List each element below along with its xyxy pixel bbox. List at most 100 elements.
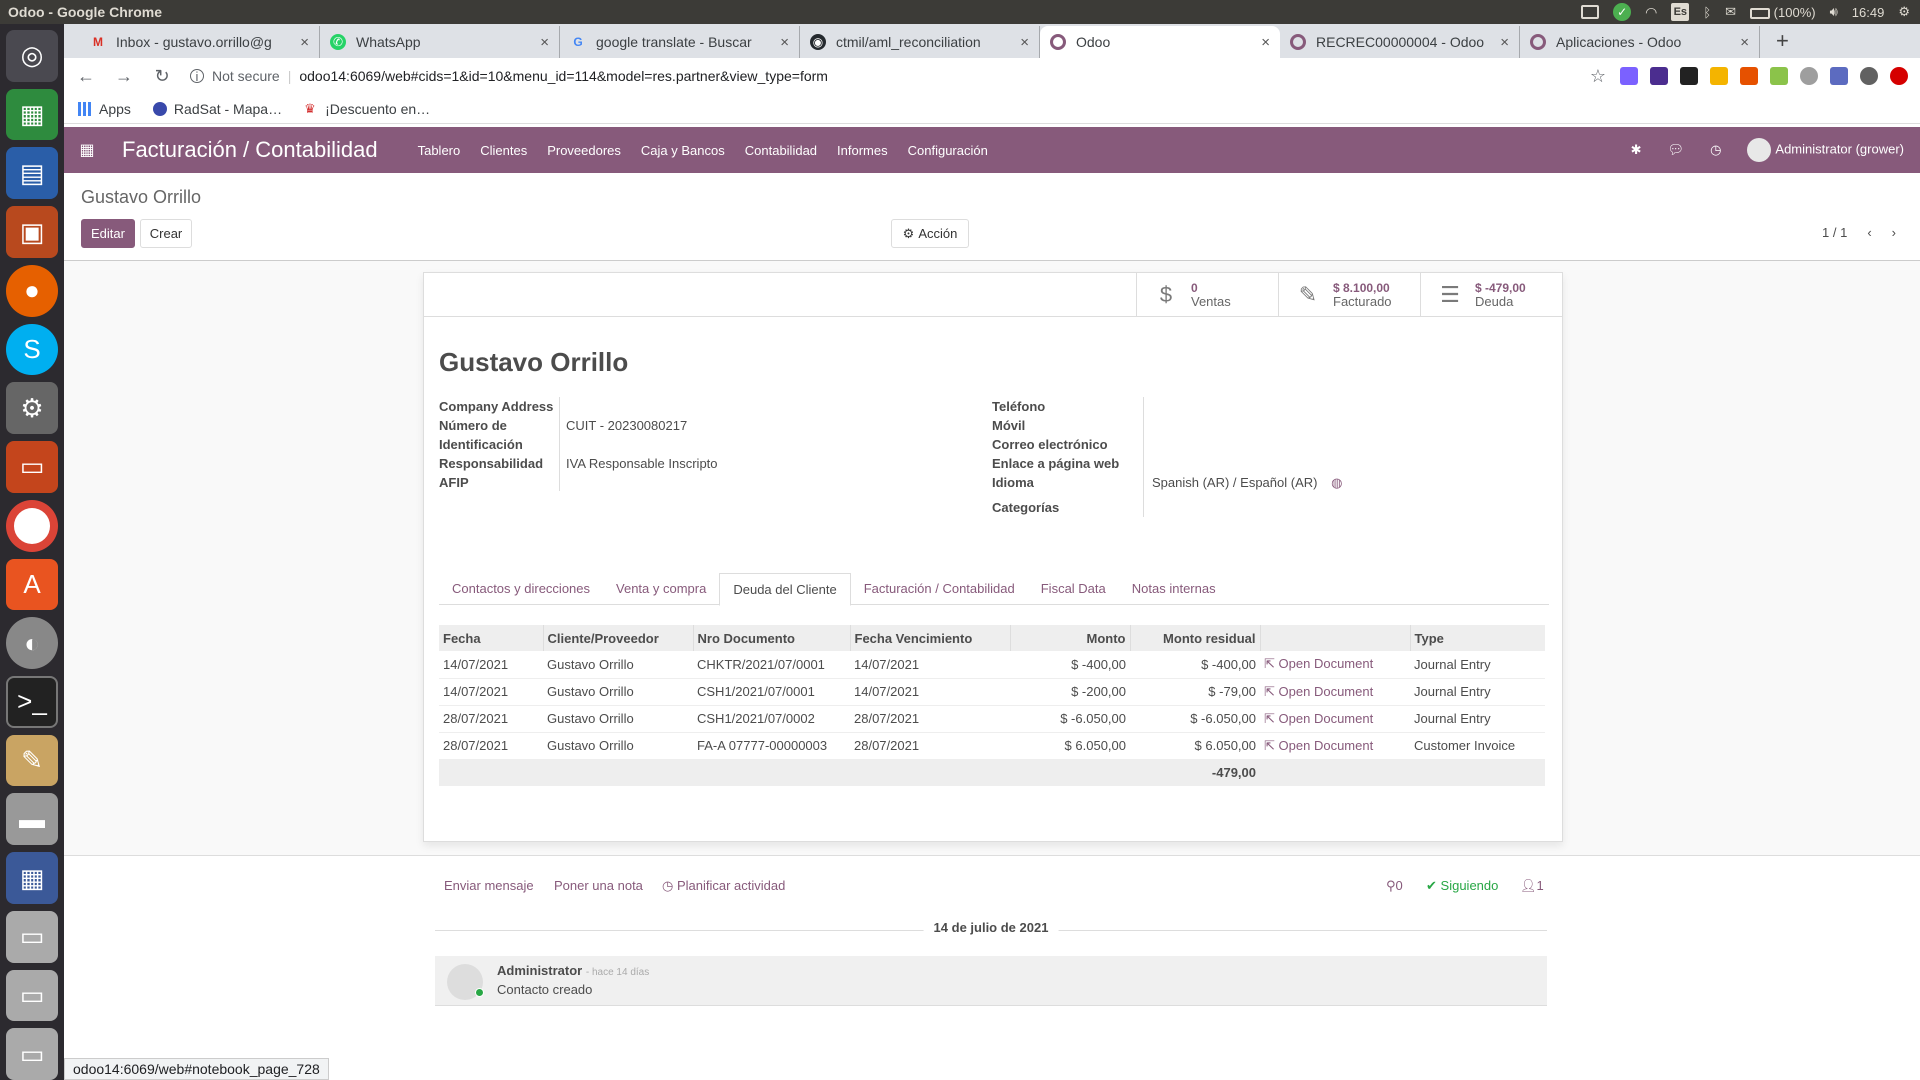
chevron-left-icon[interactable]: ‹ [1867, 225, 1872, 240]
extension-icon-4[interactable] [1710, 67, 1728, 85]
action-button[interactable]: ⚙ Acción [891, 219, 969, 248]
close-icon[interactable]: × [540, 33, 549, 51]
menu-contabilidad[interactable]: Contabilidad [744, 142, 818, 158]
menu-configuracion[interactable]: Configuración [907, 142, 988, 158]
tab-google-search[interactable]: G google translate - Buscar × [560, 26, 800, 58]
files-icon[interactable]: ▭ [6, 441, 58, 493]
clock[interactable]: 16:49 [1851, 4, 1885, 20]
profile-avatar-icon[interactable] [1860, 67, 1878, 85]
extension-icon-7[interactable] [1800, 67, 1818, 85]
menu-caja-bancos[interactable]: Caja y Bancos [640, 142, 725, 158]
url-text[interactable]: odoo14:6069/web#cids=1&id=10&menu_id=114… [299, 68, 828, 84]
skype-icon[interactable]: S [6, 323, 58, 376]
drive-mount-icon-2[interactable]: ▭ [6, 969, 58, 1022]
extension-icon-6[interactable] [1770, 67, 1788, 85]
table-row[interactable]: 14/07/2021 Gustavo Orrillo CHKTR/2021/07… [439, 651, 1545, 679]
col-nro-documento[interactable]: Nro Documento [692, 625, 850, 651]
send-message-button[interactable]: Enviar mensaje [444, 878, 534, 893]
schedule-activity-button[interactable]: ◷ Planificar actividad [662, 878, 785, 894]
edit-button[interactable]: Editar [81, 219, 135, 248]
stat-button-facturado[interactable]: ✎ $ 8.100,00 Facturado [1278, 273, 1420, 316]
close-icon[interactable]: × [300, 33, 309, 51]
sync-check-icon[interactable]: ✓ [1613, 3, 1632, 21]
open-document-label[interactable]: Open Document [1278, 656, 1374, 672]
table-row[interactable]: 28/07/2021 Gustavo Orrillo CSH1/2021/07/… [439, 705, 1545, 733]
app-sphere-icon[interactable]: ◐ [6, 617, 58, 669]
extension-icon-8[interactable] [1830, 67, 1848, 85]
table-row[interactable]: 14/07/2021 Gustavo Orrillo CSH1/2021/07/… [439, 678, 1545, 706]
drive-mount-icon[interactable]: ▭ [6, 910, 58, 963]
keyboard-layout[interactable]: Es [1671, 3, 1690, 21]
bookmark-star-icon[interactable]: ☆ [1589, 65, 1607, 86]
menu-informes[interactable]: Informes [837, 142, 888, 158]
extension-icon-3[interactable] [1680, 67, 1698, 85]
wifi-icon[interactable]: ◠ [1645, 3, 1658, 20]
debug-bug-icon[interactable]: ✱ [1630, 142, 1642, 157]
update-indicator-icon[interactable] [1890, 67, 1908, 85]
menu-clientes[interactable]: Clientes [480, 142, 528, 158]
settings-gear-icon[interactable]: ⚙ [1898, 4, 1910, 19]
chat-bubbles-icon[interactable]: 💬︎ [1667, 142, 1685, 157]
close-icon[interactable]: × [1020, 33, 1029, 51]
bluetooth-icon[interactable]: ᛒ [1703, 4, 1712, 20]
extension-icon-2[interactable] [1650, 67, 1668, 85]
impress-app-icon[interactable]: ▣ [6, 206, 58, 258]
pager-value[interactable]: 1 / 1 [1822, 225, 1848, 240]
mail-icon[interactable]: ✉ [1725, 4, 1737, 19]
text-editor-icon[interactable]: ✎ [6, 734, 58, 787]
attachments-button[interactable]: ⚲0 [1386, 878, 1403, 894]
user-menu[interactable]: Administrator (grower) [1747, 138, 1904, 162]
tab-facturacion[interactable]: Facturación / Contabilidad [863, 581, 1015, 596]
col-fecha-vencimiento[interactable]: Fecha Vencimiento [849, 625, 1010, 651]
col-fecha[interactable]: Fecha [439, 625, 543, 651]
activity-clock-icon[interactable]: ◷ [1710, 142, 1722, 157]
col-type[interactable]: Type [1409, 625, 1545, 651]
tab-odoo-active[interactable]: Odoo × [1040, 26, 1280, 58]
info-icon[interactable]: i [190, 69, 204, 84]
table-row[interactable]: 28/07/2021 Gustavo Orrillo FA-A 07777-00… [439, 732, 1545, 760]
software-center-icon[interactable]: A [6, 558, 58, 611]
tab-fiscal-data[interactable]: Fiscal Data [1040, 581, 1106, 596]
stat-button-ventas[interactable]: $ 0 Ventas [1136, 273, 1278, 316]
tab-gmail[interactable]: M Inbox - gustavo.orrillo@g × [80, 26, 320, 58]
spreadsheet-app-icon[interactable]: ▦ [6, 88, 58, 141]
open-document-label[interactable]: Open Document [1278, 710, 1374, 726]
tab-notas-internas[interactable]: Notas internas [1131, 581, 1216, 596]
col-monto[interactable]: Monto [1009, 625, 1130, 651]
system-tools-icon[interactable]: ⚙ [6, 382, 58, 435]
workspace-switcher-icon[interactable]: ▦ [6, 852, 58, 904]
tab-venta-compra[interactable]: Venta y compra [616, 581, 707, 596]
back-arrow-icon[interactable]: ← [77, 65, 95, 86]
col-cliente[interactable]: Cliente/Proveedor [542, 625, 693, 651]
open-document-link[interactable]: ⇱ Open Document [1260, 732, 1410, 760]
drive-icon[interactable] [1581, 5, 1600, 19]
menu-proveedores[interactable]: Proveedores [547, 142, 621, 158]
reload-icon[interactable]: ↻ [154, 65, 170, 86]
scanner-icon[interactable]: ▬ [6, 793, 58, 846]
chevron-right-icon[interactable]: › [1891, 225, 1896, 240]
globe-icon[interactable]: ◍ [1331, 475, 1343, 490]
terminal-icon[interactable]: >_ [6, 675, 58, 728]
tab-aplicaciones[interactable]: Aplicaciones - Odoo × [1520, 26, 1760, 58]
log-note-button[interactable]: Poner una nota [554, 878, 643, 893]
open-document-label[interactable]: Open Document [1278, 683, 1374, 699]
following-button[interactable]: ✔ Siguiendo [1426, 878, 1498, 894]
bookmark-radsat[interactable]: RadSat - Mapa… [152, 101, 282, 117]
close-icon[interactable]: × [1261, 33, 1270, 51]
extension-icon-5[interactable] [1740, 67, 1758, 85]
firefox-icon[interactable]: ● [6, 264, 58, 317]
extension-icon-1[interactable] [1620, 67, 1638, 85]
writer-app-icon[interactable]: ▤ [6, 147, 58, 200]
followers-button[interactable]: 👤︎1 [1520, 878, 1544, 894]
tab-recrec[interactable]: RECREC00000004 - Odoo × [1280, 26, 1520, 58]
close-icon[interactable]: × [1500, 33, 1509, 51]
tab-whatsapp[interactable]: ✆ WhatsApp × [320, 26, 560, 58]
tab-deuda-cliente[interactable]: Deuda del Cliente [719, 573, 851, 606]
volume-icon[interactable]: 🔊︎ [1829, 4, 1838, 19]
create-button[interactable]: Crear [140, 219, 192, 248]
battery-indicator[interactable]: (100%) [1750, 5, 1816, 20]
bookmark-descuento[interactable]: ♛ ¡Descuento en… [304, 101, 430, 117]
dash-icon[interactable]: ◎ [6, 30, 58, 82]
open-document-label[interactable]: Open Document [1278, 737, 1374, 753]
menu-tablero[interactable]: Tablero [417, 142, 461, 158]
